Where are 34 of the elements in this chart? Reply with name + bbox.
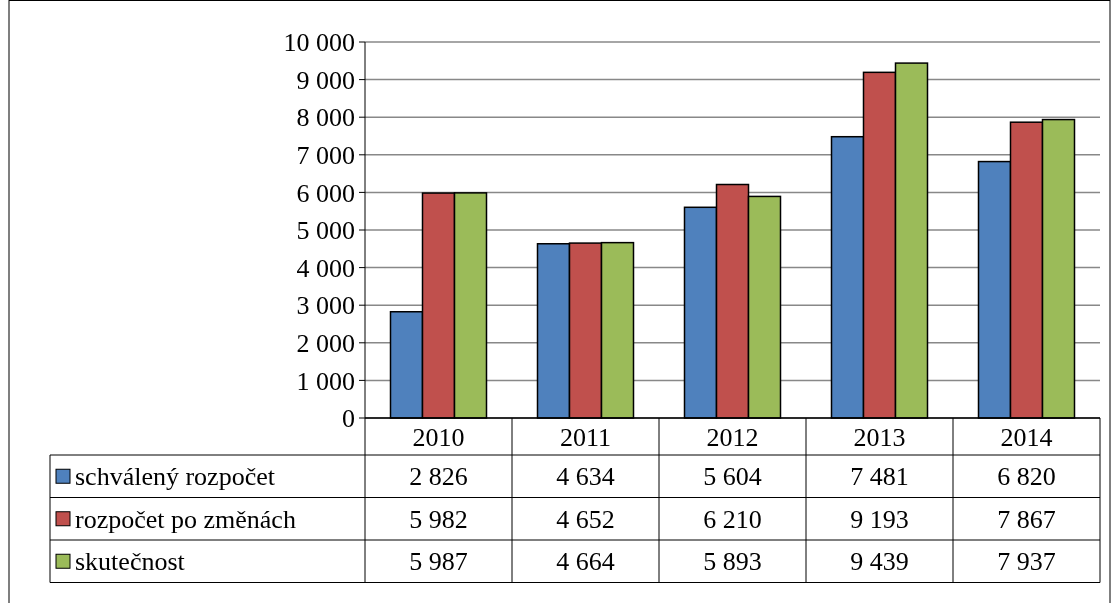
text: 6 210 [703,504,762,534]
legend-label: skutečnost [75,547,186,577]
x-tick-label: 2013 [853,422,906,452]
legend-label: rozpočet po změnách [75,504,296,534]
y-tick-label: 5 000 [296,216,355,246]
y-tick-label: 10 000 [283,28,355,58]
text: 7 867 [997,504,1056,534]
y-tick-label: 4 000 [296,253,355,283]
legend-label: schválený rozpočet [75,462,276,492]
text: 9 439 [850,547,909,577]
y-tick-label: 2 000 [296,328,355,358]
text: 4 664 [556,547,615,577]
text: 5 982 [409,504,468,534]
text: 5 893 [703,547,762,577]
text: 9 193 [850,504,909,534]
y-tick-label: 9 000 [296,65,355,95]
text: 5 604 [703,462,762,492]
text: 6 820 [997,462,1056,492]
y-tick-label: 6 000 [296,178,355,208]
text: 2 826 [409,462,468,492]
x-tick-label: 2010 [412,422,465,452]
x-tick-label: 2011 [559,422,612,452]
y-tick-label: 0 [342,404,355,434]
text: 5 987 [409,547,468,577]
text: 4 652 [556,504,615,534]
y-tick-label: 3 000 [296,291,355,321]
y-tick-label: 1 000 [296,366,355,396]
x-tick-label: 2014 [1000,422,1053,452]
x-tick-label: 2012 [706,422,759,452]
y-tick-label: 7 000 [296,140,355,170]
text: 7 481 [850,462,909,492]
y-tick-label: 8 000 [296,103,355,133]
text: 7 937 [997,547,1056,577]
text: 4 634 [556,462,615,492]
